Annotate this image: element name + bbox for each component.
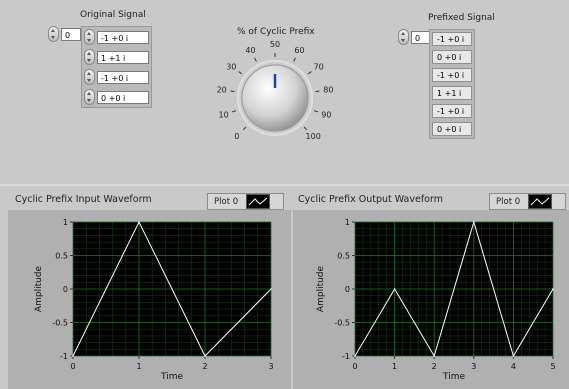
x-axis-label: Time — [160, 372, 183, 382]
input-plot-legend[interactable]: Plot 0 — [207, 193, 284, 210]
waveform-line — [354, 220, 554, 358]
y-tick-label: 1 — [63, 218, 68, 227]
knob-tick-label: 40 — [245, 46, 255, 55]
x-tick-label: 3 — [268, 362, 273, 371]
knob-tick-label: 70 — [314, 62, 324, 71]
output-waveform-graph[interactable]: 0 1 2 3 4 5 1 0.5 0 -0.5 -1 Time Amplitude — [293, 210, 569, 389]
element-spinner-icon[interactable] — [84, 89, 95, 105]
panel-separator — [0, 184, 569, 186]
knob-tick — [303, 126, 308, 131]
y-tick-label: 0.5 — [55, 252, 68, 261]
input-plot-legend-label: Plot 0 — [214, 196, 239, 207]
cyclic-prefix-knob[interactable]: 0 10 20 30 40 50 60 70 80 90 100 — [200, 36, 350, 161]
data-point — [138, 221, 140, 223]
prefixed-signal-element: -1 +0 i — [432, 104, 472, 118]
output-graph-title: Cyclic Prefix Output Waveform — [298, 194, 443, 205]
original-signal-title: Original Signal — [80, 10, 146, 20]
knob-tick — [307, 71, 312, 75]
knob-tick — [242, 126, 247, 131]
knob-tick-label: 90 — [321, 111, 331, 120]
input-graph-title: Cyclic Prefix Input Waveform — [15, 194, 152, 205]
index-spinner-icon[interactable] — [48, 26, 59, 42]
y-axis-label: Amplitude — [316, 265, 326, 312]
data-point — [204, 355, 206, 357]
knob-tick — [313, 110, 318, 113]
output-plot-legend[interactable]: Plot 0 — [489, 193, 566, 210]
y-tick-label: -0.5 — [334, 319, 350, 328]
x-tick-label: 0 — [352, 362, 357, 371]
data-point — [512, 355, 515, 357]
y-tick-label: 0.5 — [337, 252, 350, 261]
index-spinner-icon[interactable] — [398, 29, 409, 45]
x-tick-label: 5 — [550, 362, 555, 371]
x-axis-label: Time — [442, 372, 465, 382]
knob-body[interactable] — [241, 64, 309, 132]
knob-tick — [293, 57, 296, 62]
data-point — [270, 288, 272, 290]
x-tick-label: 0 — [70, 362, 75, 371]
prefixed-signal-element: -1 +0 i — [432, 32, 472, 46]
y-tick-label: -0.5 — [52, 319, 68, 328]
knob-title: % of Cyclic Prefix — [237, 27, 315, 37]
data-point — [473, 221, 475, 223]
prefixed-signal-element: 1 +1 i — [432, 86, 472, 100]
original-signal-index-control[interactable]: 0 — [48, 26, 81, 42]
x-tick-label: 2 — [432, 362, 437, 371]
plot-line-icon — [246, 194, 271, 209]
data-point — [354, 355, 356, 357]
knob-tick — [315, 90, 320, 93]
knob-tick-label: 100 — [306, 132, 321, 141]
plot-line-icon — [528, 194, 553, 209]
x-tick-label: 2 — [202, 362, 207, 371]
prefixed-signal-index-control[interactable]: 0 — [398, 29, 431, 45]
original-signal-element[interactable]: 0 +0 i — [84, 89, 149, 105]
x-tick-label: 1 — [136, 362, 141, 371]
original-signal-index[interactable]: 0 — [61, 27, 81, 41]
original-signal-element[interactable]: -1 +0 i — [84, 69, 149, 85]
prefixed-signal-array: -1 +0 i 0 +0 i -1 +0 i 1 +1 i -1 +0 i 0 … — [429, 29, 475, 139]
prefixed-signal-element: 0 +0 i — [432, 50, 472, 64]
element-spinner-icon[interactable] — [84, 29, 95, 45]
element-spinner-icon[interactable] — [84, 69, 95, 85]
element-spinner-icon[interactable] — [84, 49, 95, 65]
y-axis-label: Amplitude — [34, 265, 44, 312]
output-plot-legend-label: Plot 0 — [496, 196, 521, 207]
y-tick-label: 0 — [345, 285, 350, 294]
original-signal-element[interactable]: -1 +0 i — [84, 29, 149, 45]
prefixed-signal-index[interactable]: 0 — [411, 30, 431, 44]
knob-tick-label: 20 — [217, 86, 227, 95]
y-tick-label: -1 — [60, 352, 68, 361]
y-tick-label: 0 — [63, 285, 68, 294]
knob-tick-label: 60 — [294, 46, 304, 55]
x-tick-label: 4 — [511, 362, 516, 371]
knob-tick — [232, 110, 237, 113]
waveform-line — [72, 220, 272, 357]
input-waveform-graph[interactable]: 0 1 2 3 1 0.5 0 -0.5 -1 Time Amplitude — [8, 210, 291, 389]
knob-tick-label: 10 — [219, 111, 229, 120]
prefixed-signal-element: -1 +0 i — [432, 68, 472, 82]
knob-tick — [230, 90, 235, 93]
x-tick-label: 1 — [392, 362, 397, 371]
knob-tick-label: 50 — [270, 40, 280, 49]
prefixed-signal-title: Prefixed Signal — [428, 13, 495, 23]
knob-tick-label: 30 — [226, 62, 236, 71]
prefixed-signal-element: 0 +0 i — [432, 122, 472, 136]
knob-tick — [238, 71, 243, 75]
knob-tick — [254, 57, 257, 62]
x-tick-label: 3 — [471, 362, 476, 371]
y-tick-label: 1 — [345, 218, 350, 227]
knob-scale: 0 10 20 30 40 50 60 70 80 90 100 — [217, 40, 334, 141]
data-point — [72, 355, 74, 357]
knob-tick-label: 0 — [234, 132, 239, 141]
data-point — [552, 288, 554, 290]
data-point — [433, 355, 435, 357]
y-tick-label: -1 — [342, 352, 350, 361]
original-signal-array: -1 +0 i 1 +1 i -1 +0 i 0 +0 i — [81, 26, 152, 108]
knob-tick-label: 80 — [323, 86, 333, 95]
original-signal-element[interactable]: 1 +1 i — [84, 49, 149, 65]
data-point — [393, 288, 396, 290]
